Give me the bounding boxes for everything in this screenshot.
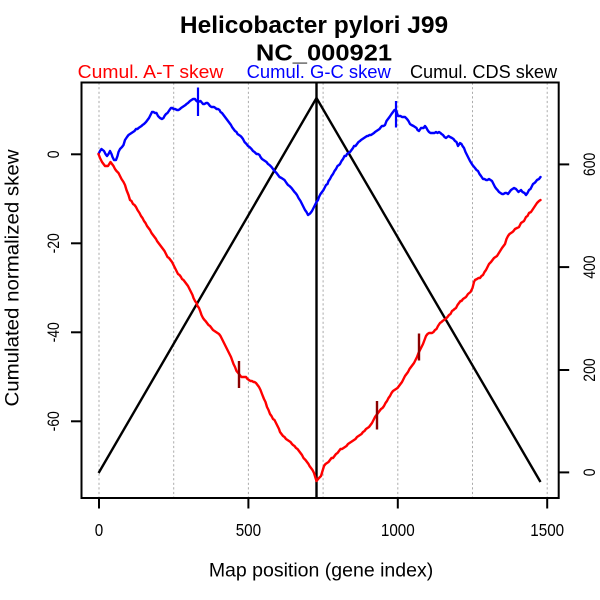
svg-text:0: 0 [45, 150, 63, 158]
svg-text:-40: -40 [45, 322, 63, 342]
svg-text:-20: -20 [45, 233, 63, 253]
svg-text:Map position (gene index): Map position (gene index) [209, 560, 433, 582]
svg-text:Cumul. A-T skew: Cumul. A-T skew [78, 62, 224, 83]
svg-text:NC_000921: NC_000921 [256, 40, 392, 66]
svg-text:Cumul. G-C skew: Cumul. G-C skew [247, 61, 392, 82]
svg-text:500: 500 [236, 521, 261, 540]
svg-text:-60: -60 [45, 411, 63, 431]
svg-text:Cumulated normalized skew: Cumulated normalized skew [2, 149, 23, 407]
svg-text:1500: 1500 [530, 521, 564, 540]
svg-text:Helicobacter pylori J99: Helicobacter pylori J99 [180, 12, 448, 39]
svg-text:1000: 1000 [381, 521, 415, 540]
svg-text:Cumul. CDS skew: Cumul. CDS skew [410, 61, 558, 82]
svg-text:400: 400 [581, 255, 599, 278]
svg-text:600: 600 [581, 153, 599, 176]
svg-text:200: 200 [581, 358, 599, 381]
svg-text:0: 0 [581, 469, 599, 477]
svg-text:0: 0 [95, 521, 103, 540]
